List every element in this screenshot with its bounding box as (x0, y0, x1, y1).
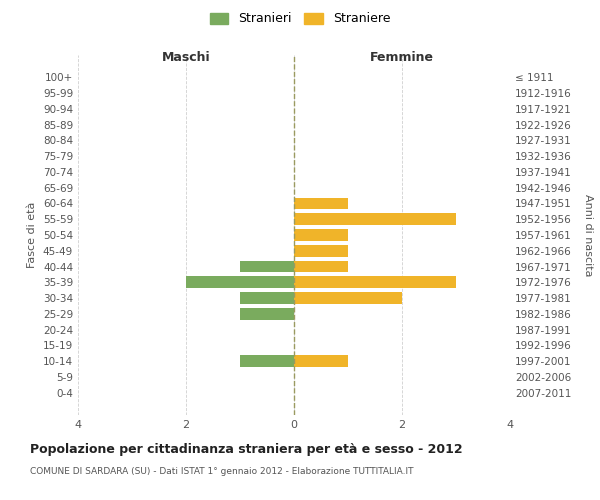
Bar (294, 260, 348, 272)
Text: Femmine: Femmine (370, 51, 434, 64)
Y-axis label: Anni di nascita: Anni di nascita (583, 194, 593, 276)
Bar (240, 308, 294, 320)
Text: Popolazione per cittadinanza straniera per età e sesso - 2012: Popolazione per cittadinanza straniera p… (30, 442, 463, 456)
Text: Maschi: Maschi (161, 51, 211, 64)
Bar (294, 356, 348, 367)
Text: COMUNE DI SARDARA (SU) - Dati ISTAT 1° gennaio 2012 - Elaborazione TUTTITALIA.IT: COMUNE DI SARDARA (SU) - Dati ISTAT 1° g… (30, 468, 413, 476)
Bar (240, 356, 294, 367)
Bar (294, 276, 456, 288)
Bar (294, 198, 348, 209)
Bar (294, 292, 402, 304)
Bar (294, 245, 348, 256)
Bar (240, 292, 294, 304)
Y-axis label: Fasce di età: Fasce di età (28, 202, 37, 268)
Bar (240, 260, 294, 272)
Legend: Stranieri, Straniere: Stranieri, Straniere (206, 8, 394, 29)
Bar (294, 229, 348, 241)
Bar (294, 214, 456, 225)
Bar (186, 276, 294, 288)
